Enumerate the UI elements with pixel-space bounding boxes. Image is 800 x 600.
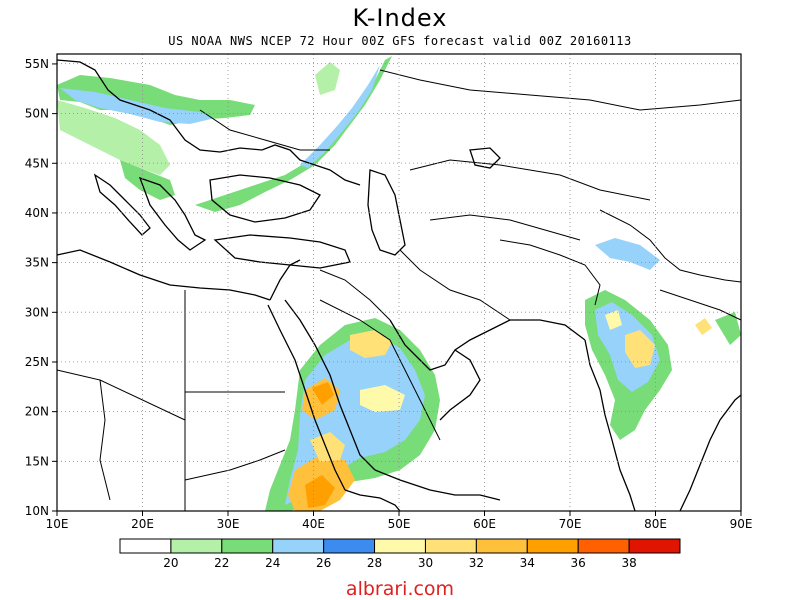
y-tick-label: 25N bbox=[25, 355, 49, 369]
x-tick-label: 40E bbox=[302, 517, 325, 531]
map-grid bbox=[57, 54, 741, 511]
legend-color-box bbox=[272, 538, 325, 554]
shading-arabia-yellow2 bbox=[360, 385, 405, 412]
border-saudi bbox=[319, 299, 441, 441]
shading-ethiopia-yellow bbox=[310, 432, 345, 462]
legend-color-box bbox=[526, 538, 579, 554]
coast-europe bbox=[56, 59, 361, 186]
chart-title: K-Index bbox=[352, 4, 448, 32]
coast-levant bbox=[269, 259, 301, 301]
shading-east-green bbox=[715, 312, 741, 345]
border-sudan-south bbox=[184, 449, 286, 481]
shading-india-lightyellow bbox=[605, 310, 622, 330]
x-tick-label: 80E bbox=[644, 517, 667, 531]
shading-blacksea-blue bbox=[300, 65, 380, 168]
legend-color-box bbox=[323, 538, 376, 554]
legend-label: 28 bbox=[367, 556, 382, 570]
coast-africa-horn bbox=[344, 489, 401, 512]
y-tick-label: 40N bbox=[25, 206, 49, 220]
border-india-nepal bbox=[659, 289, 742, 321]
legend-color-box bbox=[170, 538, 223, 554]
legend-color-box bbox=[221, 538, 274, 554]
legend-label: 32 bbox=[469, 556, 484, 570]
shading-redsea-deeporange bbox=[312, 382, 334, 405]
credit-watermark: albrari.com bbox=[345, 578, 455, 600]
legend-labels: 20 22 24 26 28 30 32 34 36 38 bbox=[163, 556, 636, 570]
legend-label: 24 bbox=[265, 556, 280, 570]
border-china bbox=[599, 209, 742, 283]
y-tick-label: 55N bbox=[25, 57, 49, 71]
x-tick-label: 60E bbox=[473, 517, 496, 531]
shading-india-yellow bbox=[625, 330, 655, 368]
borders bbox=[56, 69, 742, 511]
legend-color-box bbox=[119, 538, 172, 554]
border-russia-north bbox=[379, 69, 742, 111]
coast-redsea-west bbox=[267, 304, 346, 491]
coast-gulf bbox=[389, 319, 511, 371]
y-axis-ticks: 10N 15N 20N 25N 30N 35N 40N 45N 50N 55N bbox=[25, 57, 57, 518]
y-tick-label: 30N bbox=[25, 305, 49, 319]
legend-label: 22 bbox=[214, 556, 229, 570]
y-tick-label: 45N bbox=[25, 156, 49, 170]
legend-color-box bbox=[577, 538, 630, 554]
legend-label: 38 bbox=[621, 556, 636, 570]
coast-italy bbox=[93, 173, 151, 236]
x-tick-label: 10E bbox=[46, 517, 69, 531]
x-axis-ticks: 10E 20E 30E 40E 50E 60E 70E 80E 90E bbox=[46, 511, 753, 531]
legend-label: 34 bbox=[520, 556, 535, 570]
border-kazakh bbox=[409, 159, 651, 201]
coast-blacksea bbox=[209, 174, 321, 223]
border-sahara bbox=[56, 369, 111, 501]
y-tick-label: 50N bbox=[25, 107, 49, 121]
border-iran bbox=[399, 249, 511, 321]
x-tick-label: 30E bbox=[217, 517, 240, 531]
border-central-asia bbox=[429, 214, 581, 241]
coast-oman bbox=[439, 349, 481, 421]
border-ukraine bbox=[199, 109, 330, 151]
shading-yemen-deeporange bbox=[305, 475, 335, 508]
x-tick-label: 20E bbox=[131, 517, 154, 531]
legend-color-box bbox=[628, 538, 681, 554]
coast-northafrica bbox=[56, 249, 271, 301]
shading-europe-lightgreen bbox=[57, 100, 170, 175]
coastlines bbox=[56, 59, 742, 512]
coast-india-east bbox=[679, 394, 742, 512]
legend-boxes bbox=[119, 538, 681, 554]
legend-label: 30 bbox=[418, 556, 433, 570]
coast-arabia-south bbox=[374, 469, 501, 501]
shading-caucasus-lightgreen bbox=[315, 62, 340, 95]
legend-color-box bbox=[374, 538, 426, 554]
y-tick-label: 10N bbox=[25, 504, 49, 518]
legend-color-box bbox=[475, 538, 528, 554]
coast-pakistan bbox=[510, 319, 586, 341]
legend-color-box bbox=[424, 538, 477, 554]
coast-turkey bbox=[213, 234, 351, 269]
y-tick-label: 15N bbox=[25, 454, 49, 468]
legend-label: 20 bbox=[163, 556, 178, 570]
coast-balkans bbox=[138, 176, 207, 251]
shading-himalaya-blue bbox=[595, 238, 660, 270]
x-tick-label: 90E bbox=[730, 517, 753, 531]
border-chad bbox=[99, 379, 186, 421]
k-index-shading bbox=[57, 56, 741, 511]
x-tick-label: 50E bbox=[388, 517, 411, 531]
shading-nepal-yellow bbox=[695, 318, 712, 335]
coast-india-west bbox=[584, 339, 636, 512]
legend-label: 26 bbox=[316, 556, 331, 570]
shading-arabia-yellow bbox=[350, 330, 392, 358]
x-tick-label: 70E bbox=[559, 517, 582, 531]
coast-redsea-east bbox=[284, 299, 376, 471]
y-tick-label: 35N bbox=[25, 256, 49, 270]
legend-label: 36 bbox=[571, 556, 586, 570]
border-iraq bbox=[319, 269, 391, 321]
chart-subtitle: US NOAA NWS NCEP 72 Hour 00Z GFS forecas… bbox=[168, 34, 632, 48]
y-tick-label: 20N bbox=[25, 405, 49, 419]
border-afghan bbox=[499, 239, 601, 306]
